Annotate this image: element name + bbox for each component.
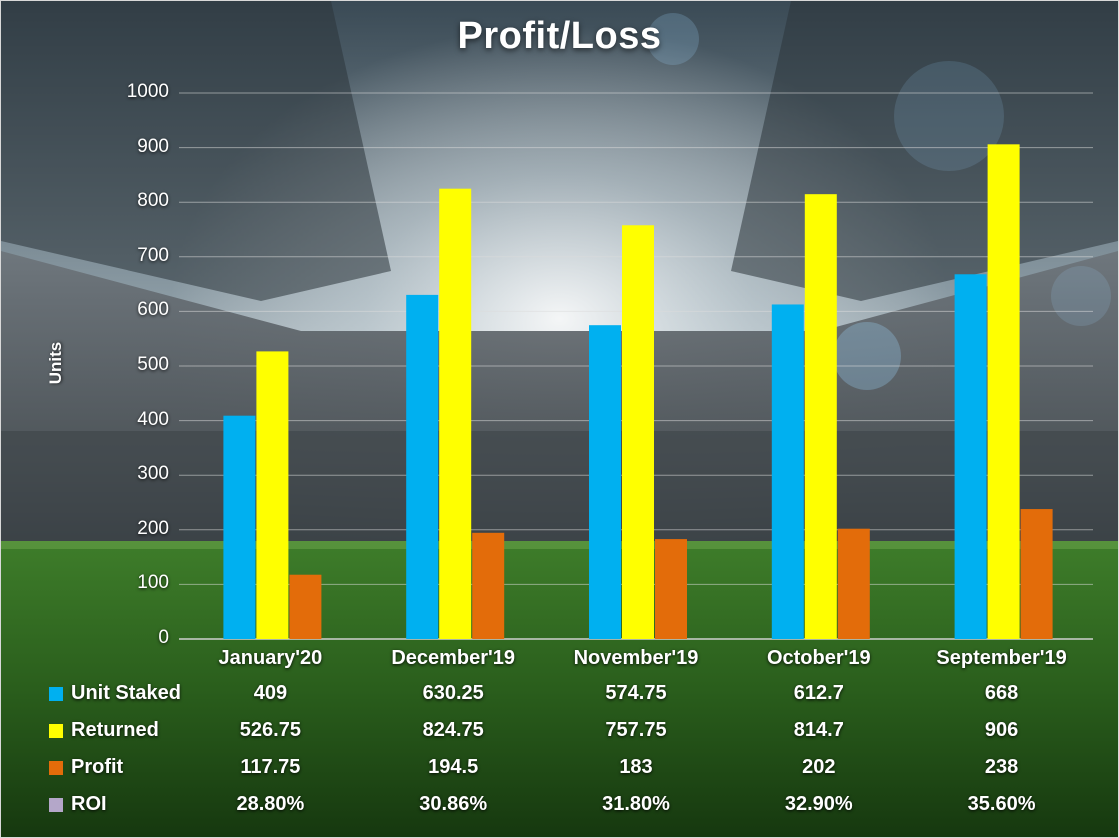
bar-profit: [837, 528, 870, 639]
y-tick-label: 100: [137, 572, 169, 594]
roi-swatch: [49, 797, 63, 812]
table-cell: 238: [984, 756, 1019, 778]
table-cell: 30.86%: [419, 793, 488, 815]
bar-unit-staked: [954, 274, 987, 639]
table-cell: 28.80%: [236, 793, 305, 815]
row-label-text: Returned: [71, 719, 159, 741]
table-cell: 814.7: [793, 719, 844, 741]
y-tick-label: 500: [137, 354, 169, 375]
row-label-text: ROI: [71, 793, 107, 815]
bar-returned: [987, 144, 1020, 639]
table-cell: 35.60%: [967, 793, 1036, 815]
table-cell: 630.25: [422, 682, 484, 704]
table-cell: 202: [802, 756, 836, 778]
bar-unit-staked: [771, 304, 804, 639]
y-tick-label: 900: [137, 135, 169, 157]
table-cell: 117.75: [240, 756, 301, 778]
bar-profit: [655, 539, 687, 639]
y-tick-label: 800: [137, 190, 169, 212]
bar-profit: [472, 532, 505, 639]
bar-returned: [256, 351, 289, 639]
x-category-label: September'19: [936, 647, 1067, 669]
y-tick-label: 700: [137, 244, 169, 266]
bar-unit-staked: [223, 415, 256, 639]
bar-profit: [1020, 509, 1053, 639]
table-row-label: Unit Staked: [49, 682, 181, 705]
y-tick-label: 200: [137, 517, 169, 539]
y-tick-label: 0: [158, 627, 169, 648]
table-cell: 183: [619, 756, 653, 778]
bar-profit: [289, 574, 322, 639]
table-cell: 668: [984, 682, 1019, 704]
table-row-label: Returned: [49, 719, 159, 742]
bars: [223, 144, 1053, 639]
table-cell: 906: [984, 719, 1019, 741]
row-label-text: Unit Staked: [71, 682, 182, 704]
y-tick-label: 600: [137, 299, 169, 321]
y-tick-label: 300: [137, 463, 169, 485]
table-cell: 612.7: [793, 682, 844, 704]
bar-returned: [804, 194, 837, 639]
table-cell: 32.90%: [784, 793, 853, 815]
unit-staked-swatch: [49, 686, 63, 701]
y-tick-label: 1000: [126, 81, 169, 102]
bar-unit-staked: [406, 294, 439, 639]
table-cell: 409: [253, 682, 288, 704]
table-cell: 526.75: [239, 719, 301, 741]
table-cell: 824.75: [422, 719, 484, 741]
table-cell: 757.75: [605, 719, 667, 741]
x-category-label: October'19: [766, 647, 871, 669]
bar-unit-staked: [589, 325, 621, 639]
table-cell: 574.75: [605, 682, 667, 704]
table-row-label: Profit: [49, 756, 123, 779]
table-row-label: ROI: [49, 793, 107, 816]
bar-returned: [439, 188, 472, 639]
y-axis-label: Units: [46, 341, 65, 385]
profit-swatch: [49, 760, 63, 775]
bar-returned: [622, 225, 654, 639]
x-category-label: January'20: [218, 647, 323, 669]
table-cell: 31.80%: [602, 793, 670, 815]
y-tick-label: 400: [137, 408, 169, 430]
row-label-text: Profit: [71, 756, 124, 778]
returned-swatch: [49, 723, 63, 738]
x-category-label: December'19: [391, 647, 516, 669]
table-cell: 194.5: [428, 756, 479, 778]
x-category-label: November'19: [573, 647, 699, 669]
chart-title: Profit/Loss: [457, 15, 662, 57]
